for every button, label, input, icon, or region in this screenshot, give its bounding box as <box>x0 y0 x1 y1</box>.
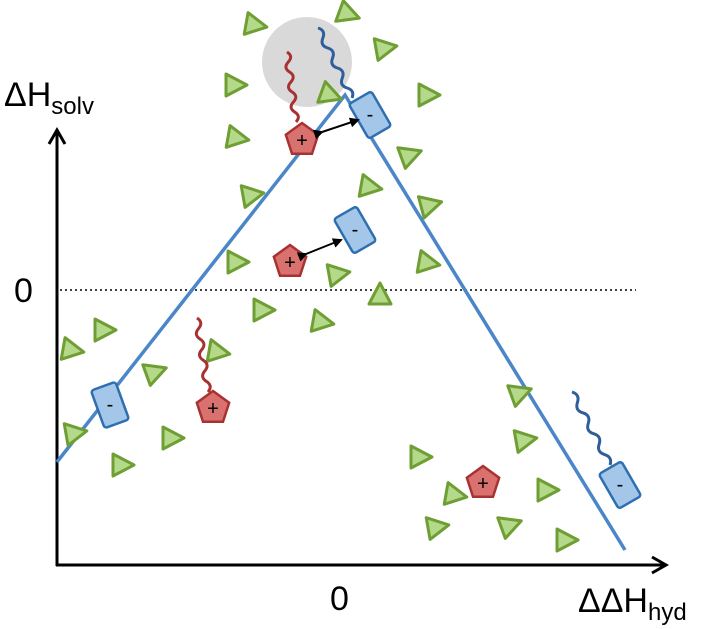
solvent-triangle <box>536 477 561 503</box>
y-axis-label: ΔHsolv <box>4 76 94 120</box>
highlight-circle <box>262 17 352 107</box>
solvent-molecules <box>59 0 580 553</box>
solvent-triangle <box>496 516 523 540</box>
solvent-triangle <box>59 336 86 361</box>
cation-sign: + <box>477 473 489 495</box>
cation <box>465 464 501 499</box>
solvent-triangle <box>224 124 251 149</box>
solvent-triangle <box>506 384 533 408</box>
solvent-triangle <box>205 338 232 363</box>
alkyl-tail <box>194 316 212 393</box>
solvent-triangle <box>424 516 451 541</box>
solvent-triangle <box>512 429 539 454</box>
solvent-triangle <box>141 363 168 387</box>
solvent-triangle <box>357 173 384 198</box>
alkyl-tail <box>571 390 613 466</box>
solvent-triangle <box>367 281 393 306</box>
cation-sign: + <box>207 398 219 420</box>
solvent-triangle <box>325 263 352 288</box>
solvent-triangle <box>93 317 118 343</box>
solvent-triangle <box>396 146 423 170</box>
anion-sign: - <box>617 474 624 496</box>
cation <box>195 389 231 424</box>
solvent-triangle <box>242 11 269 36</box>
solvent-triangle <box>252 297 277 323</box>
y-label-subscript: solv <box>51 93 94 120</box>
anion-sign: - <box>107 394 114 416</box>
solvent-triangle <box>309 308 336 333</box>
solvent-triangle <box>417 82 442 108</box>
solvent-triangle <box>239 184 266 209</box>
solvent-triangle <box>415 249 442 274</box>
trend-line <box>55 91 627 551</box>
x-label-main: ΔΔH <box>578 582 648 620</box>
x-axis-label: ΔΔHhyd <box>578 582 687 626</box>
solvent-triangle <box>316 80 343 104</box>
solvent-triangle <box>334 0 361 23</box>
alkyl-tail <box>317 26 355 99</box>
anion-sign: - <box>352 219 359 241</box>
x-label-subscript: hyd <box>648 599 687 626</box>
anion <box>333 206 377 254</box>
interaction-arrow <box>312 117 360 140</box>
x-zero-label: 0 <box>330 580 349 618</box>
ions: + - + - - + + - <box>90 26 642 509</box>
interaction-arrow <box>296 238 343 262</box>
solvent-triangle <box>226 249 251 275</box>
alkyl-tail <box>284 50 300 124</box>
y-zero-label: 0 <box>14 272 33 310</box>
solvent-triangle <box>372 37 399 62</box>
cation-sign: + <box>296 130 308 152</box>
solvent-triangle <box>62 422 89 447</box>
solvent-triangle <box>161 425 186 451</box>
y-label-main: ΔH <box>4 76 51 114</box>
solvent-triangle <box>224 72 249 98</box>
solvent-triangle <box>409 444 434 470</box>
cation-sign: + <box>284 252 296 274</box>
anion <box>90 381 130 429</box>
anion-sign: - <box>367 104 374 126</box>
solvent-triangle <box>111 452 136 478</box>
solvent-triangle <box>416 195 444 220</box>
solvent-triangle <box>442 481 469 506</box>
solvent-triangle <box>555 527 580 553</box>
anion <box>598 461 642 509</box>
